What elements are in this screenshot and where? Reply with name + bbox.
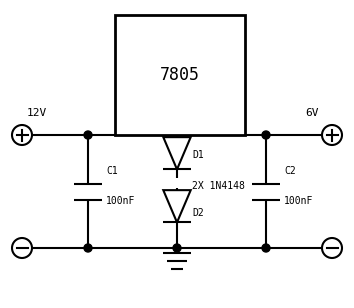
Text: 2X 1N4148: 2X 1N4148 xyxy=(192,181,245,191)
Text: D2: D2 xyxy=(192,208,204,218)
Text: D1: D1 xyxy=(192,150,204,160)
Circle shape xyxy=(84,131,92,139)
Text: C1: C1 xyxy=(106,167,118,176)
Text: 6V: 6V xyxy=(305,108,319,118)
Circle shape xyxy=(173,244,181,252)
Circle shape xyxy=(84,244,92,252)
Circle shape xyxy=(12,238,32,258)
Circle shape xyxy=(322,238,342,258)
Text: C2: C2 xyxy=(284,167,296,176)
Text: 100nF: 100nF xyxy=(284,197,313,206)
Circle shape xyxy=(262,131,270,139)
Circle shape xyxy=(262,244,270,252)
Circle shape xyxy=(12,125,32,145)
Bar xyxy=(115,15,245,135)
Text: 100nF: 100nF xyxy=(106,197,135,206)
Circle shape xyxy=(322,125,342,145)
Text: 7805: 7805 xyxy=(160,66,200,84)
Text: 12V: 12V xyxy=(27,108,47,118)
